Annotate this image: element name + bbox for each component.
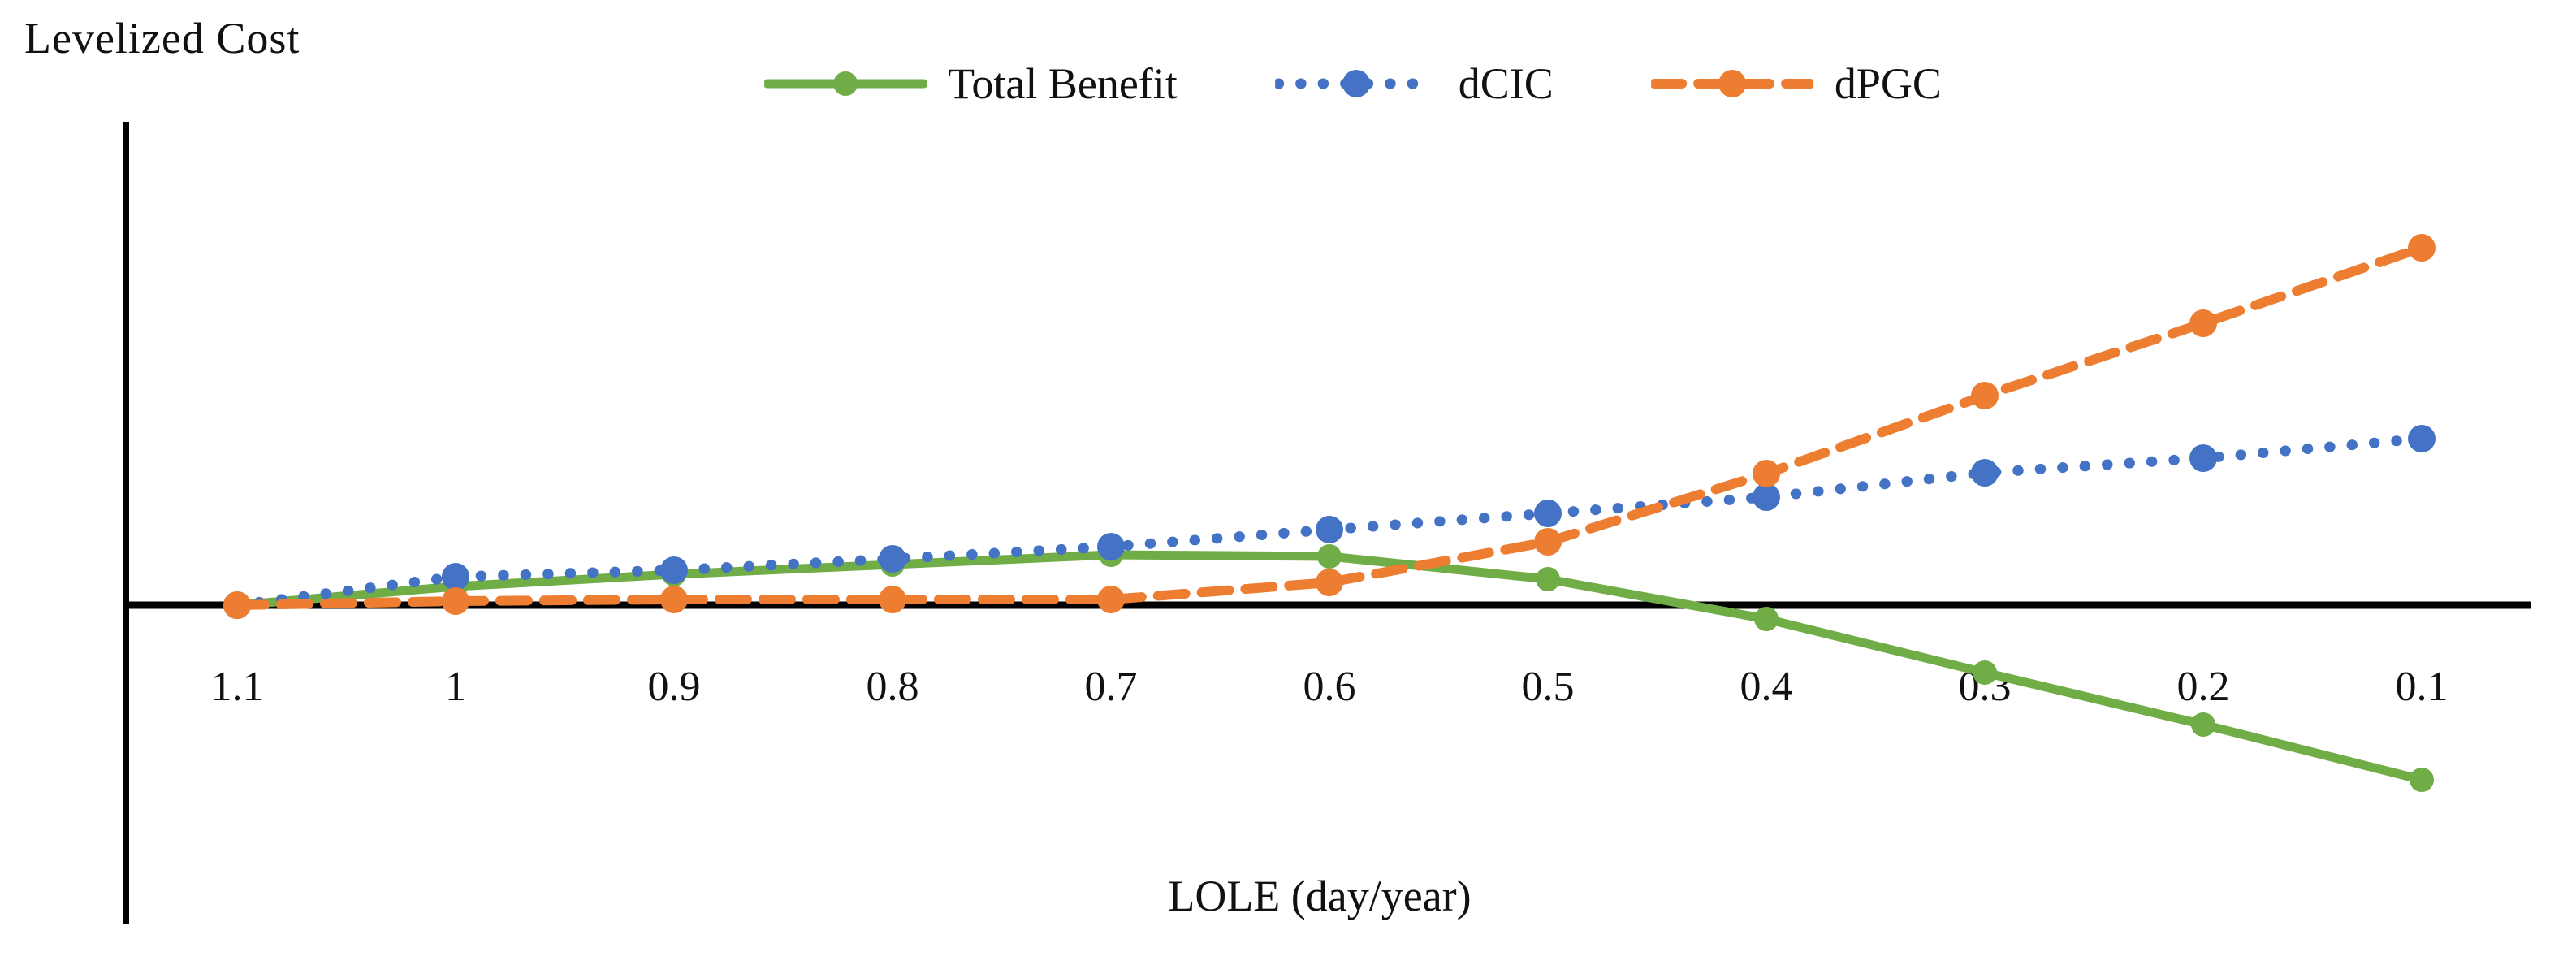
x-tick-label: 0.1	[2396, 664, 2448, 710]
x-tick-label: 0.9	[648, 664, 701, 710]
data-point-dcic	[1971, 459, 1999, 487]
data-point-dpgc	[223, 591, 251, 619]
y-axis-title: Levelized Cost	[24, 14, 300, 63]
data-point-total-benefit	[1536, 567, 1560, 591]
data-point-dcic	[1753, 483, 1780, 511]
legend-key-total-benefit-icon	[764, 71, 927, 96]
x-tick-label: 0.6	[1303, 664, 1356, 710]
data-point-dpgc	[1534, 528, 1562, 556]
data-point-dpgc	[442, 587, 469, 615]
legend-label-dcic: dCIC	[1458, 59, 1554, 108]
x-tick-label: 0.2	[2177, 664, 2230, 710]
legend-key-dcic-icon	[1274, 70, 1437, 97]
data-point-total-benefit	[2410, 768, 2434, 792]
data-point-dpgc	[1097, 586, 1125, 613]
data-point-dpgc	[1316, 569, 1343, 596]
x-tick-label: 0.5	[1522, 664, 1575, 710]
data-point-dcic	[442, 563, 469, 591]
data-point-total-benefit	[1973, 660, 1997, 685]
data-point-dpgc	[1753, 460, 1780, 487]
data-point-dcic	[660, 556, 688, 584]
x-tick-label: 1	[445, 664, 466, 710]
x-tick-label: 0.4	[1740, 664, 1793, 710]
data-point-dcic	[879, 545, 906, 573]
chart-legend: Total Benefit dCIC dPGC	[764, 58, 1942, 109]
x-tick-label: 0.7	[1085, 664, 1138, 710]
legend-item-dpgc: dPGC	[1650, 58, 1942, 109]
legend-label-total-benefit: Total Benefit	[948, 59, 1178, 108]
data-point-dpgc	[660, 586, 688, 613]
data-point-total-benefit	[2191, 712, 2215, 737]
data-point-dpgc	[2189, 309, 2217, 337]
legend-key-dpgc-icon	[1650, 70, 1813, 97]
legend-item-dcic: dCIC	[1274, 58, 1554, 109]
data-point-dpgc	[879, 586, 906, 613]
data-point-total-benefit	[1317, 544, 1342, 569]
data-point-dcic	[1316, 516, 1343, 543]
data-point-dcic	[2408, 425, 2436, 452]
x-axis-title: LOLE (day/year)	[1168, 872, 1472, 920]
data-point-total-benefit	[1754, 607, 1779, 631]
x-tick-label: 1.1	[211, 664, 264, 710]
legend-item-total-benefit: Total Benefit	[764, 58, 1178, 109]
data-point-dcic	[1097, 533, 1125, 560]
x-tick-label: 0.8	[867, 664, 919, 710]
data-point-dcic	[1534, 500, 1562, 527]
data-point-dpgc	[1971, 382, 1999, 409]
legend-label-dpgc: dPGC	[1834, 59, 1942, 108]
data-point-dcic	[2189, 444, 2217, 472]
data-point-dpgc	[2408, 234, 2436, 262]
